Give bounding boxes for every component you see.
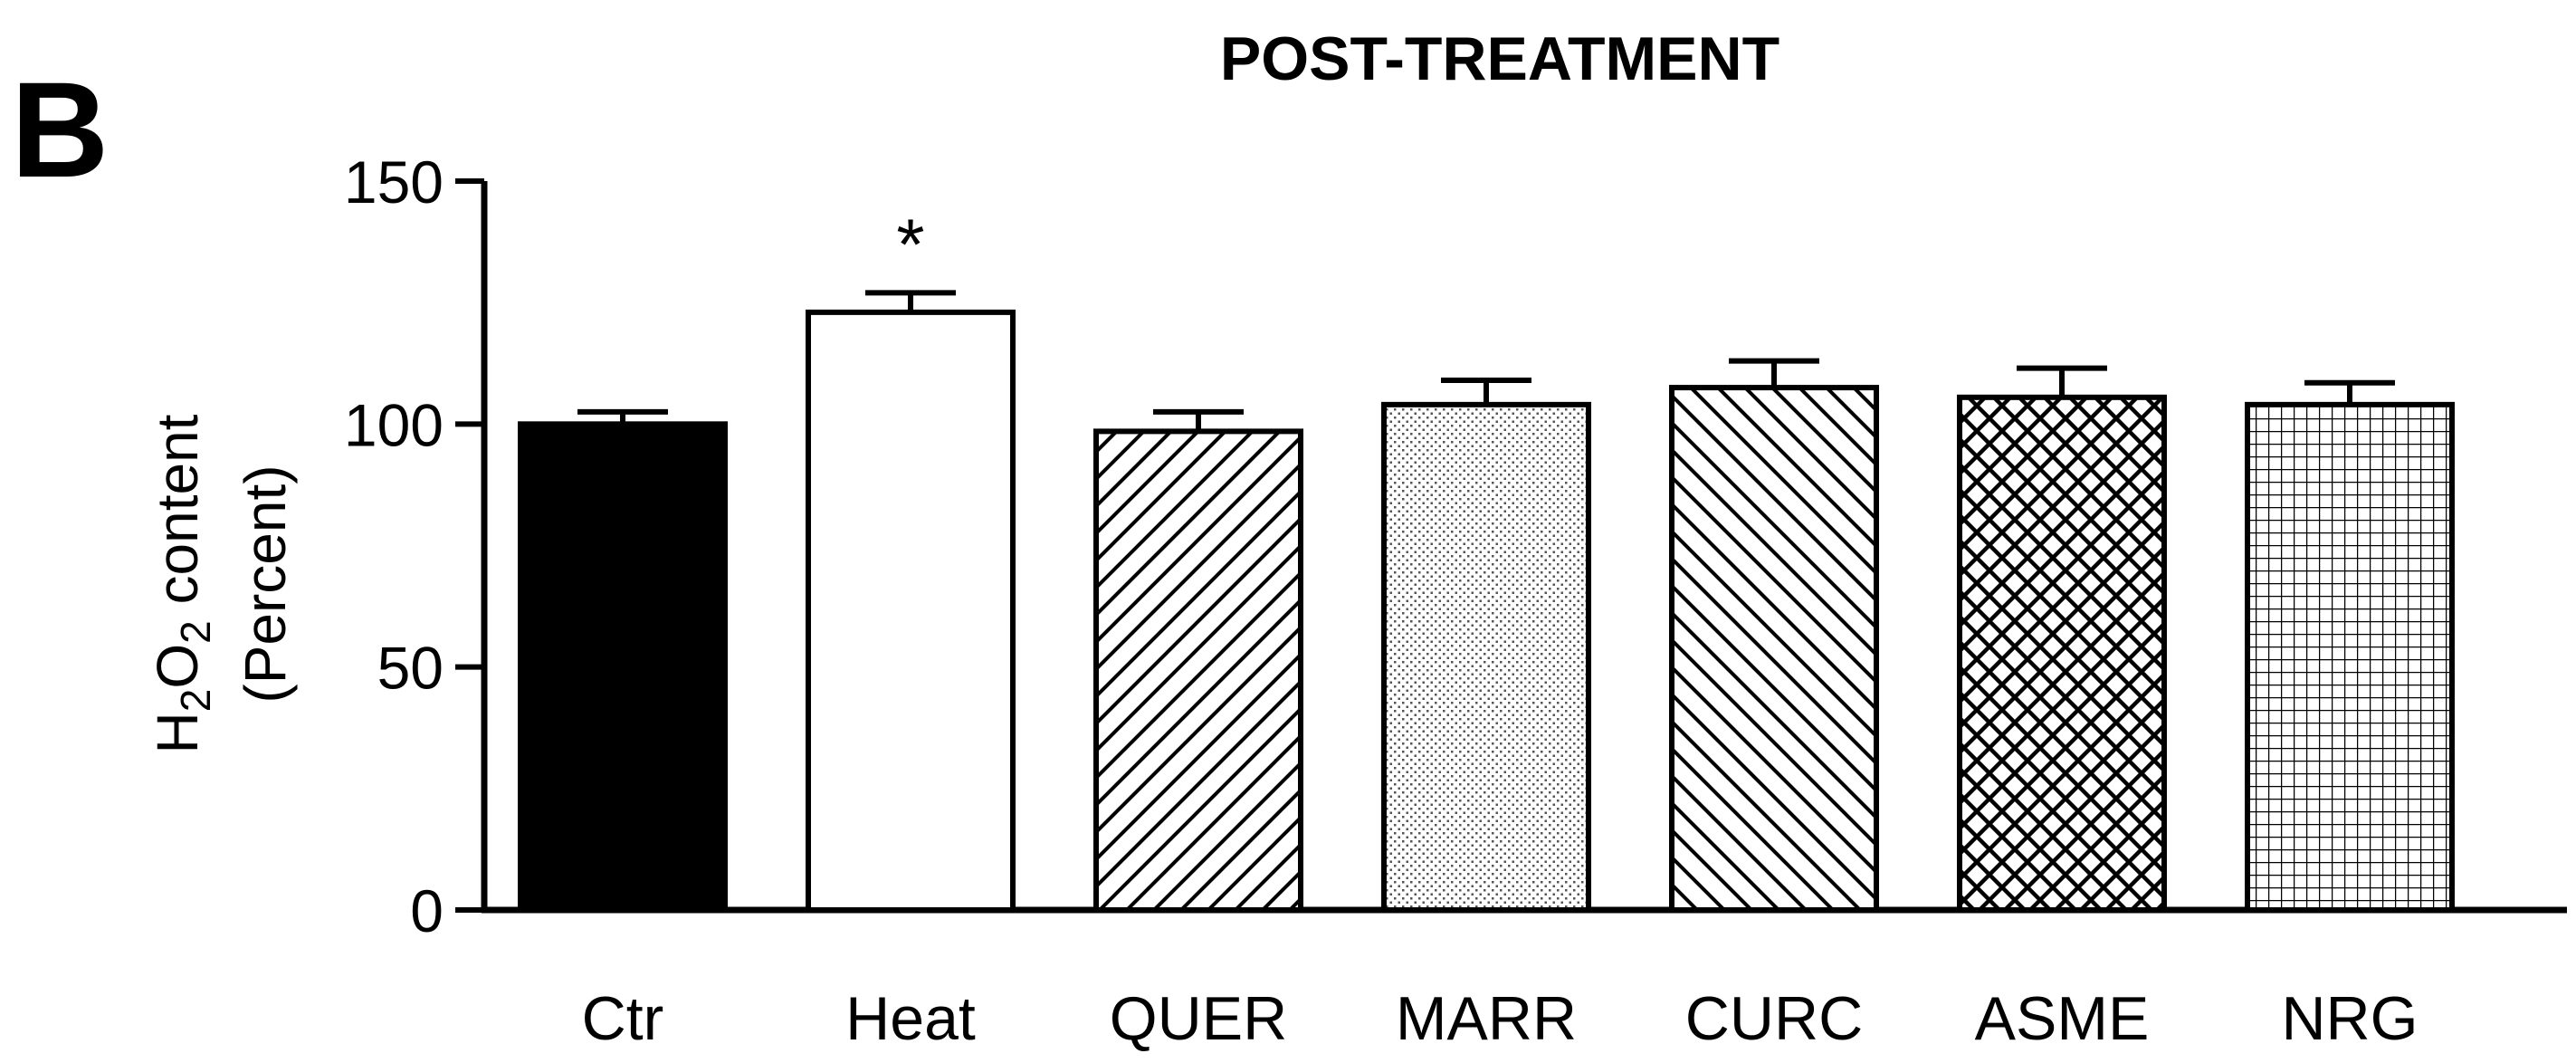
x-tick-label: NRG [2281, 984, 2418, 1053]
significance-marker: * [896, 204, 924, 284]
y-tick-label: 100 [344, 391, 444, 458]
bar-nrg [2245, 401, 2455, 914]
x-tick-label: MARR [1396, 984, 1577, 1053]
x-tick-label: QUER [1110, 984, 1287, 1053]
y-tick-label: 150 [344, 148, 444, 215]
bar-curc [1669, 385, 1879, 914]
bar-marr [1381, 401, 1591, 914]
bar-asme [1957, 394, 2167, 914]
bar-heat [806, 309, 1016, 913]
y-tick-label: 50 [377, 635, 444, 702]
x-tick-label: Ctr [582, 984, 664, 1053]
labels-group: Ctr Heat * QUER MARR CURC ASME NRG [582, 204, 2419, 1053]
x-tick-label: Heat [845, 984, 976, 1053]
panel-label: B [11, 53, 109, 206]
y-axis-label-line1: H2O2 content [145, 414, 219, 753]
y-tick-label: 0 [410, 877, 444, 944]
chart-title: POST-TREATMENT [1220, 24, 1779, 93]
bars-group [518, 290, 2455, 914]
bar-ctr [518, 421, 728, 914]
y-axis-label-line2: (Percent) [233, 464, 298, 703]
bar-quer [1093, 428, 1303, 913]
x-tick-label: CURC [1685, 984, 1863, 1053]
x-tick-label: ASME [1975, 984, 2150, 1053]
